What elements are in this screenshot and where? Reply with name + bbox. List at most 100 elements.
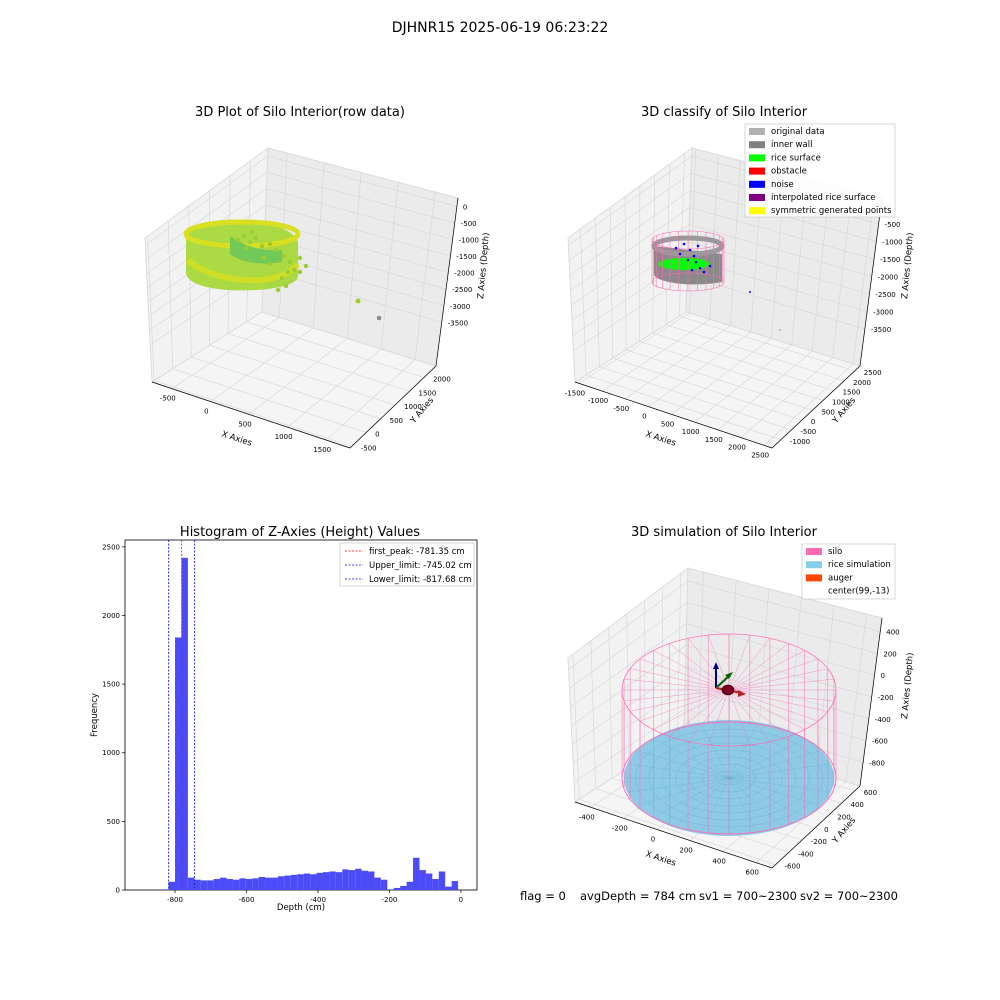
panel1-z-tick-label: 0 <box>463 203 467 211</box>
panel2-gridline-z <box>569 190 877 276</box>
panel1-outlier-point <box>376 315 382 321</box>
histogram-bar <box>329 871 336 890</box>
panel2-z-tick-label: -3500 <box>871 326 891 334</box>
histogram-bar <box>271 877 278 890</box>
panel2-y-tick-label: -500 <box>800 428 816 436</box>
panel2-x-tick-label: -1500 <box>565 389 585 397</box>
panel2-classified-points <box>651 230 781 331</box>
histogram-bar <box>258 876 266 890</box>
panel2-y-tick-label: -1000 <box>790 438 810 446</box>
panel2-legend: original data inner wall rice surface obsta… <box>744 123 896 218</box>
panel1-gridline-x <box>210 162 325 402</box>
panel4-z-tick-label: 0 <box>881 672 885 680</box>
silo-roof-line <box>728 689 789 737</box>
histogram-bar <box>162 889 169 890</box>
panel4-gridline-z <box>570 623 875 708</box>
rice-mesh-spoke <box>728 777 830 793</box>
x-tick-label: -200 <box>382 896 398 904</box>
panel4-y-axis <box>771 785 861 869</box>
panel4-z-tick-label: 200 <box>883 650 896 658</box>
rice-mesh-spoke <box>728 750 820 779</box>
histogram-bar <box>181 557 188 890</box>
panel1-y-tick-label: 1500 <box>419 389 437 397</box>
panel4-z-tick-label: -800 <box>869 759 885 767</box>
panel1-data-point <box>297 269 303 275</box>
silo-roof-line <box>630 689 730 712</box>
panel1-data-point <box>259 243 265 249</box>
panel2-gridline-x <box>625 160 741 400</box>
panel2-noise-point <box>678 252 682 256</box>
panel1-data-point <box>291 267 297 273</box>
panel2-noise-point <box>694 260 698 264</box>
legend-label: center(99,-13) <box>828 587 889 597</box>
panel4-y-tick-label: -400 <box>798 850 814 858</box>
status-flag: flag = 0 <box>520 889 566 903</box>
panel2-noise-point <box>690 268 694 272</box>
rice-mesh-spoke <box>638 750 730 779</box>
panel4-auger-body <box>721 684 735 696</box>
histogram-bar <box>220 877 227 890</box>
panel1-z-tick-label: -1500 <box>456 253 476 261</box>
histogram-bar <box>245 879 253 890</box>
panel2-gridline-x <box>648 166 764 407</box>
panel2-noise-point <box>692 254 696 258</box>
rice-mesh-spoke <box>728 725 757 779</box>
silo-roof-line <box>728 689 771 742</box>
silo-roof-line <box>639 689 730 722</box>
panel2-y-tick-label: 0 <box>811 418 815 426</box>
panel4-y-tick-label: 200 <box>837 814 850 822</box>
panel4-gridline-z <box>571 644 872 726</box>
status-avg-depth: avgDepth = 784 cm <box>580 889 696 903</box>
rice-mesh-spoke <box>676 731 730 779</box>
panel1-z-tick-label: -2000 <box>454 270 474 278</box>
panel2-z-tick-label: -2000 <box>878 273 898 281</box>
histogram-bar <box>393 887 401 890</box>
panel2-noise-point <box>688 248 692 252</box>
legend-label: Upper_limit: -745.02 cm <box>369 561 472 571</box>
panel2-gridline-x <box>671 172 786 415</box>
rice-mesh-spoke <box>701 777 730 831</box>
panel2-z-tick-label: -2500 <box>875 291 895 299</box>
rice-mesh-spoke <box>628 777 730 793</box>
panel1-data-point <box>261 255 267 261</box>
legend-swatch <box>806 574 822 582</box>
silo-roof-line <box>728 650 805 691</box>
silo-roof-line <box>728 689 834 702</box>
panel4-silo-wireframe <box>621 633 837 835</box>
panel4-x-tick-label: 400 <box>712 858 725 866</box>
panel2-z-tick-label: -1500 <box>880 256 900 264</box>
panel1-point-cloud <box>183 219 382 321</box>
panel4-gridline-y <box>572 654 776 866</box>
panel2-noise-point <box>696 244 700 248</box>
panel1-cloud-lower-rim <box>185 257 301 284</box>
histogram-bar <box>297 874 304 890</box>
legend-swatch <box>806 561 822 569</box>
silo-roof-line <box>728 668 828 691</box>
histogram-bar <box>355 868 362 890</box>
status-line: flag = 0 avgDepth = 784 cm sv1 = 700~230… <box>520 889 898 903</box>
panel3-bars <box>162 557 459 890</box>
legend-swatch <box>749 207 765 215</box>
panel3-ylabel: Frequency <box>90 693 100 737</box>
panel2-noise-point <box>702 270 706 274</box>
histogram-bar <box>168 881 176 890</box>
panel2-gridline-x <box>578 148 697 384</box>
panel2-noise-point <box>682 242 686 246</box>
panel4-y-tick-label: 0 <box>824 826 828 834</box>
panel4-legend: silo rice simulation auger center(99,-13) <box>801 543 896 600</box>
rice-mesh-spoke <box>728 777 820 806</box>
panel2-gridline-y <box>594 218 792 431</box>
panel1-x-tick-label: -500 <box>160 395 176 403</box>
panel1-z-axis <box>435 197 459 367</box>
panel4-gridline-z <box>572 666 869 745</box>
histogram-bar <box>348 870 356 890</box>
rice-mesh-spoke <box>728 777 782 825</box>
panel1-data-point <box>267 261 273 267</box>
panel2-gridline-z <box>571 241 870 321</box>
panel2-gridline-z <box>571 224 872 306</box>
rice-mesh-spoke <box>655 777 730 817</box>
y-tick-label: 2000 <box>102 612 120 620</box>
histogram-bar <box>310 874 317 890</box>
panel4-y-tick-label: 600 <box>864 789 877 797</box>
